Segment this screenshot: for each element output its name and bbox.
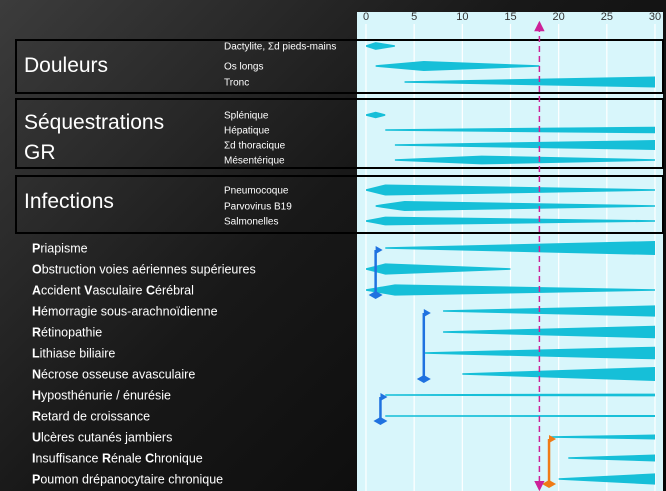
complication-label: Ulcères cutanés jambiers xyxy=(32,431,172,445)
group-title: Infections xyxy=(24,190,114,213)
incidence-wedge xyxy=(385,415,655,417)
group-item-label: Hépatique xyxy=(224,126,270,137)
complication-label: Nécrose osseuse avasculaire xyxy=(32,368,195,382)
group-title: Séquestrations GR xyxy=(24,111,164,164)
group-item-label: Σd thoracique xyxy=(224,141,286,152)
row-labels: Douleurs Dactylite, Σd pieds-mains Os long… xyxy=(24,42,336,487)
group-item-label: Pneumocoque xyxy=(224,186,289,197)
group-item-label: Parvovirus B19 xyxy=(224,202,292,213)
group-item-label: Salmonelles xyxy=(224,217,278,228)
group-item-label: Dactylite, Σd pieds-mains xyxy=(224,42,336,53)
x-tick-label: 20 xyxy=(553,11,565,23)
group-item-label: Os longs xyxy=(224,62,263,73)
group-item-label: Splénique xyxy=(224,111,269,122)
complication-label: Retard de croissance xyxy=(32,410,150,424)
complication-label: Lithiase biliaire xyxy=(32,347,115,361)
x-tick-label: 10 xyxy=(456,11,468,23)
group-item-label: Tronc xyxy=(224,78,249,89)
complication-label: Hyposthénurie / énurésie xyxy=(32,389,171,403)
group-title: Douleurs xyxy=(24,54,108,77)
complication-label: Priapisme xyxy=(32,242,88,256)
complication-label: Poumon drépanocytaire chronique xyxy=(32,473,223,487)
complication-label: Rétinopathie xyxy=(32,326,102,340)
x-tick-label: 15 xyxy=(504,11,516,23)
x-tick-label: 5 xyxy=(411,11,417,23)
x-tick-label: 25 xyxy=(601,11,613,23)
complication-label: Hémorragie sous-arachnoïdienne xyxy=(32,305,218,319)
complication-label: Insuffisance Rénale Chronique xyxy=(32,452,203,466)
x-tick-label: 30 xyxy=(649,11,661,23)
complication-label: Obstruction voies aériennes supérieures xyxy=(32,263,256,277)
x-tick-label: 0 xyxy=(363,11,369,23)
group-item-label: Mésentérique xyxy=(224,156,285,167)
complication-label: Accident Vasculaire Cérébral xyxy=(32,284,194,298)
